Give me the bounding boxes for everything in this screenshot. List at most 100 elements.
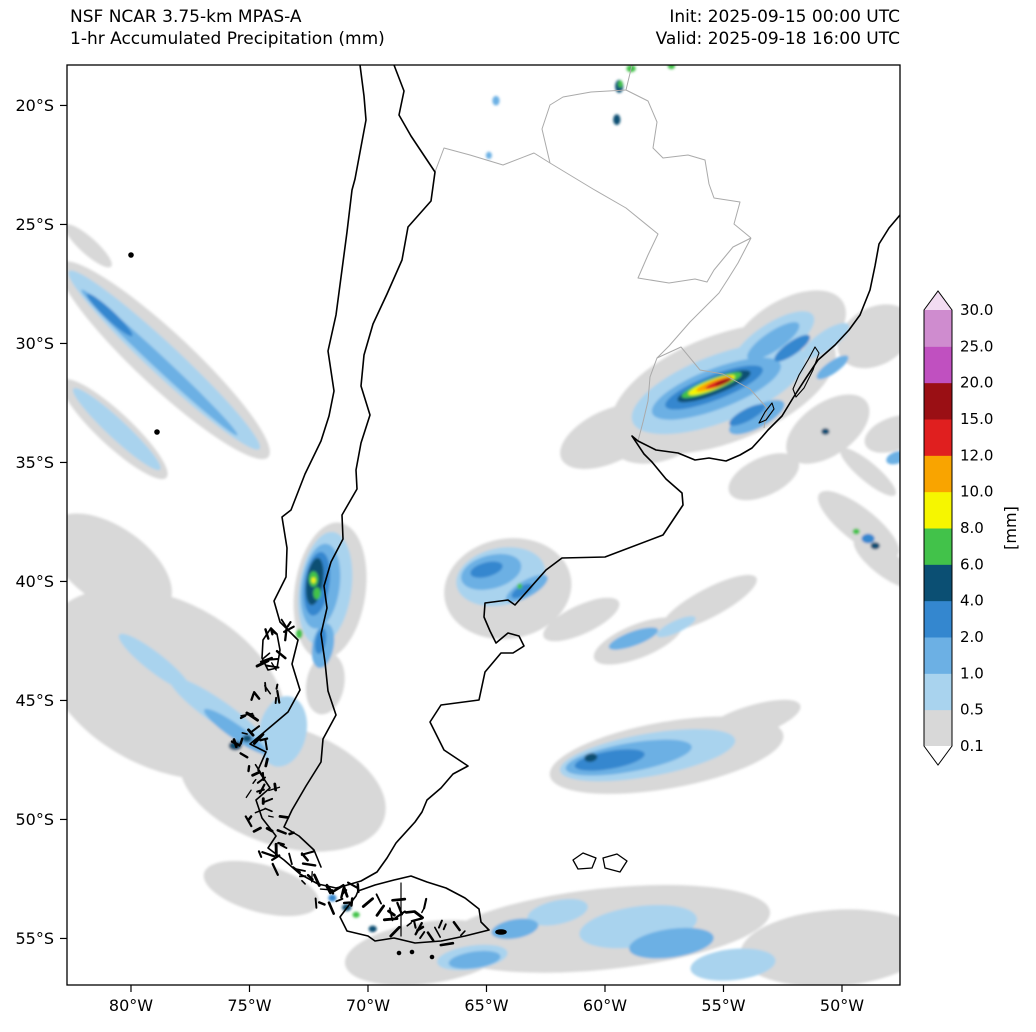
border-paraguay-brazil <box>625 89 752 239</box>
fjord-squiggle <box>259 737 269 742</box>
lat-tick-label: 30°S <box>15 334 54 353</box>
precip-cell <box>179 720 386 852</box>
fjord-squiggle <box>247 815 253 822</box>
fjord-squiggle <box>356 882 360 894</box>
island-cape-horn-1 <box>429 954 435 960</box>
precip-cell <box>656 616 696 638</box>
lon-tick-label: 55°W <box>701 996 745 1015</box>
colorbar-tick-label: 4.0 <box>960 592 984 610</box>
precip-cell <box>728 453 800 501</box>
fjord-squiggle <box>331 883 345 894</box>
fjord-squiggle <box>375 904 386 917</box>
precip-cell <box>747 322 800 361</box>
precip-cell <box>67 513 172 617</box>
fjord-squiggle <box>340 887 345 899</box>
colorbar-tick-label: 12.0 <box>960 446 993 464</box>
precip-cell <box>661 574 757 631</box>
precip-cell <box>629 927 714 959</box>
fjord-squiggle <box>240 712 254 717</box>
fjord-squiggle <box>279 843 288 849</box>
lon-tick-label: 75°W <box>227 996 271 1015</box>
precip-cell <box>517 583 523 590</box>
precip-cell <box>67 224 112 268</box>
fjord-squiggle <box>286 621 292 628</box>
lon-tick-label: 60°W <box>583 996 627 1015</box>
precip-cell <box>818 490 900 558</box>
fjord-squiggle <box>264 757 269 768</box>
fjord-squiggle <box>300 852 309 862</box>
coastline-falkland-west <box>572 852 597 870</box>
precip-cell <box>740 909 900 985</box>
border-bolivia-paraguay <box>541 65 633 164</box>
colorbar-segment <box>924 382 952 420</box>
colorbar-segment <box>924 419 952 456</box>
fjord-squiggle <box>276 689 281 704</box>
lat-tick-label: 25°S <box>15 215 54 234</box>
precip-cell <box>886 450 900 465</box>
colorbar-tick-label: 30.0 <box>960 301 993 319</box>
precip-cell <box>313 587 321 600</box>
precip-cell <box>816 355 849 380</box>
fjord-squiggle <box>252 691 261 700</box>
fjord-squiggle <box>312 873 321 887</box>
axis-ticks-layer: 20°S 25°S 30°S 35°S 40°S 45°S 50°S 55°S 80°W 75°W… <box>15 96 864 1015</box>
coastline-tierra-del-fuego <box>339 875 490 944</box>
precip-cell <box>543 597 620 642</box>
coastline-chiloe-island <box>261 627 281 671</box>
fjord-squiggle <box>288 831 295 836</box>
fjord-squiggle <box>271 862 279 876</box>
coastline-falkland-east <box>602 853 628 873</box>
time-info-block: Init: 2025-09-15 00:00 UTC Valid: 2025-0… <box>656 6 900 50</box>
precip-cell <box>729 399 785 435</box>
precip-cell <box>72 388 161 471</box>
precipitation-layer <box>67 65 900 985</box>
fjord-squiggle <box>268 786 281 792</box>
colorbar-segment <box>924 491 952 529</box>
precip-cell <box>352 911 360 918</box>
fjord-squiggle <box>239 714 247 720</box>
colorbar-segment <box>924 600 952 638</box>
colorbar-tick-label: 2.0 <box>960 628 984 646</box>
border-argentina-paraguay <box>549 162 752 284</box>
colorbar-segment <box>924 673 952 711</box>
precip-cell <box>821 428 830 435</box>
precip-cell <box>485 151 492 159</box>
fjord-squiggle <box>278 815 290 819</box>
fjord-squiggle <box>396 901 404 916</box>
fjord-squiggle <box>252 778 257 784</box>
precip-cell <box>861 533 875 544</box>
precip-cell <box>311 577 316 584</box>
colorbar-tick-label: 0.1 <box>960 737 984 755</box>
colorbar-unit-label: [mm] <box>1001 506 1020 550</box>
lat-tick-label: 20°S <box>15 96 54 115</box>
fjord-squiggle <box>301 862 317 867</box>
fjord-squiggle <box>254 763 263 776</box>
fjord-squiggle <box>419 931 426 940</box>
lat-tick-label: 35°S <box>15 453 54 472</box>
lon-tick-label: 50°W <box>820 996 864 1015</box>
fjord-squiggle <box>311 871 313 883</box>
fjord-squiggle <box>265 664 280 669</box>
precip-cell <box>715 378 732 386</box>
fjord-squiggle <box>276 829 287 835</box>
colorbar-tick-label: 15.0 <box>960 410 993 428</box>
lon-tick-label: 80°W <box>109 996 153 1015</box>
precip-cell <box>527 899 588 926</box>
island-cape-horn-2 <box>409 949 415 955</box>
fjord-squiggle <box>284 628 288 642</box>
precip-cell <box>203 860 319 917</box>
island-juan-fernandez <box>154 429 160 435</box>
fjord-squiggle <box>391 897 407 902</box>
precip-cell <box>492 95 500 106</box>
precip-cell <box>448 950 501 969</box>
precip-cell <box>618 80 623 88</box>
fjord-squiggle <box>388 907 394 922</box>
fjord-squiggle <box>264 628 270 640</box>
fjord-squiggle <box>274 696 278 705</box>
fjord-squiggle <box>413 910 424 920</box>
precip-cell <box>864 414 900 453</box>
lon-tick-label: 70°W <box>346 996 390 1015</box>
colorbar-tick-label: 6.0 <box>960 555 984 573</box>
fjord-squiggle <box>375 893 383 905</box>
fjord-squiggle <box>262 652 271 660</box>
